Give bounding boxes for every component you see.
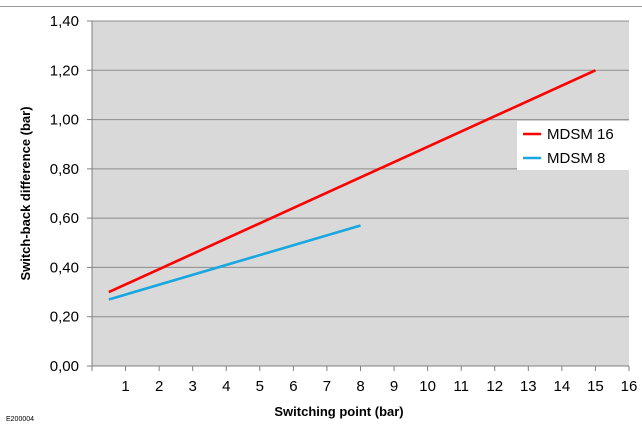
x-tick-label: 1	[121, 378, 129, 395]
x-tick-label: 4	[222, 378, 230, 395]
x-tick-label: 9	[390, 378, 398, 395]
x-tick-label: 12	[486, 378, 503, 395]
legend: MDSM 16 MDSM 8	[517, 121, 630, 170]
x-tick-label: 5	[256, 378, 264, 395]
y-tick-label: 0,60	[50, 210, 79, 227]
series-line-mdsm-16	[108, 69, 596, 294]
y-tick-label: 0,00	[50, 358, 79, 375]
series-lines	[108, 69, 596, 301]
y-tick-labels: 0,00 0,20 0,40 0,60 0,80 1,00 1,20 1,40	[50, 13, 79, 375]
series-line-mdsm-8	[108, 224, 361, 301]
x-tick-label: 8	[356, 378, 364, 395]
x-tick-label: 13	[520, 378, 537, 395]
y-axis-title: Switch-back difference (bar)	[18, 106, 33, 280]
y-tick-label: 1,20	[50, 62, 79, 79]
y-tick-label: 0,20	[50, 309, 79, 326]
legend-label: MDSM 16	[547, 126, 614, 143]
y-tick-label: 1,00	[50, 112, 79, 129]
x-tick-label: 11	[453, 378, 469, 395]
plot-area	[92, 21, 629, 366]
axes	[87, 20, 630, 371]
x-axis-title: Switching point (bar)	[274, 404, 403, 419]
x-tick-label: 14	[554, 378, 571, 395]
x-tick-label: 2	[155, 378, 163, 395]
gridlines	[92, 20, 629, 318]
y-tick-label: 1,40	[50, 13, 79, 30]
figure-id: E200004	[6, 416, 34, 423]
x-tick-label: 6	[289, 378, 297, 395]
x-tick-label: 7	[323, 378, 331, 395]
y-tick-label: 0,80	[50, 161, 79, 178]
legend-box	[517, 121, 630, 170]
y-tick-label: 0,40	[50, 259, 79, 276]
legend-label: MDSM 8	[547, 150, 605, 167]
x-tick-label: 15	[587, 378, 604, 395]
x-tick-label: 10	[419, 378, 436, 395]
x-tick-labels: 1 2 3 4 5 6 7 8 9 10 11 12 13 14 15 16	[121, 378, 637, 395]
x-tick-label: 16	[621, 378, 638, 395]
x-tick-label: 3	[189, 378, 197, 395]
